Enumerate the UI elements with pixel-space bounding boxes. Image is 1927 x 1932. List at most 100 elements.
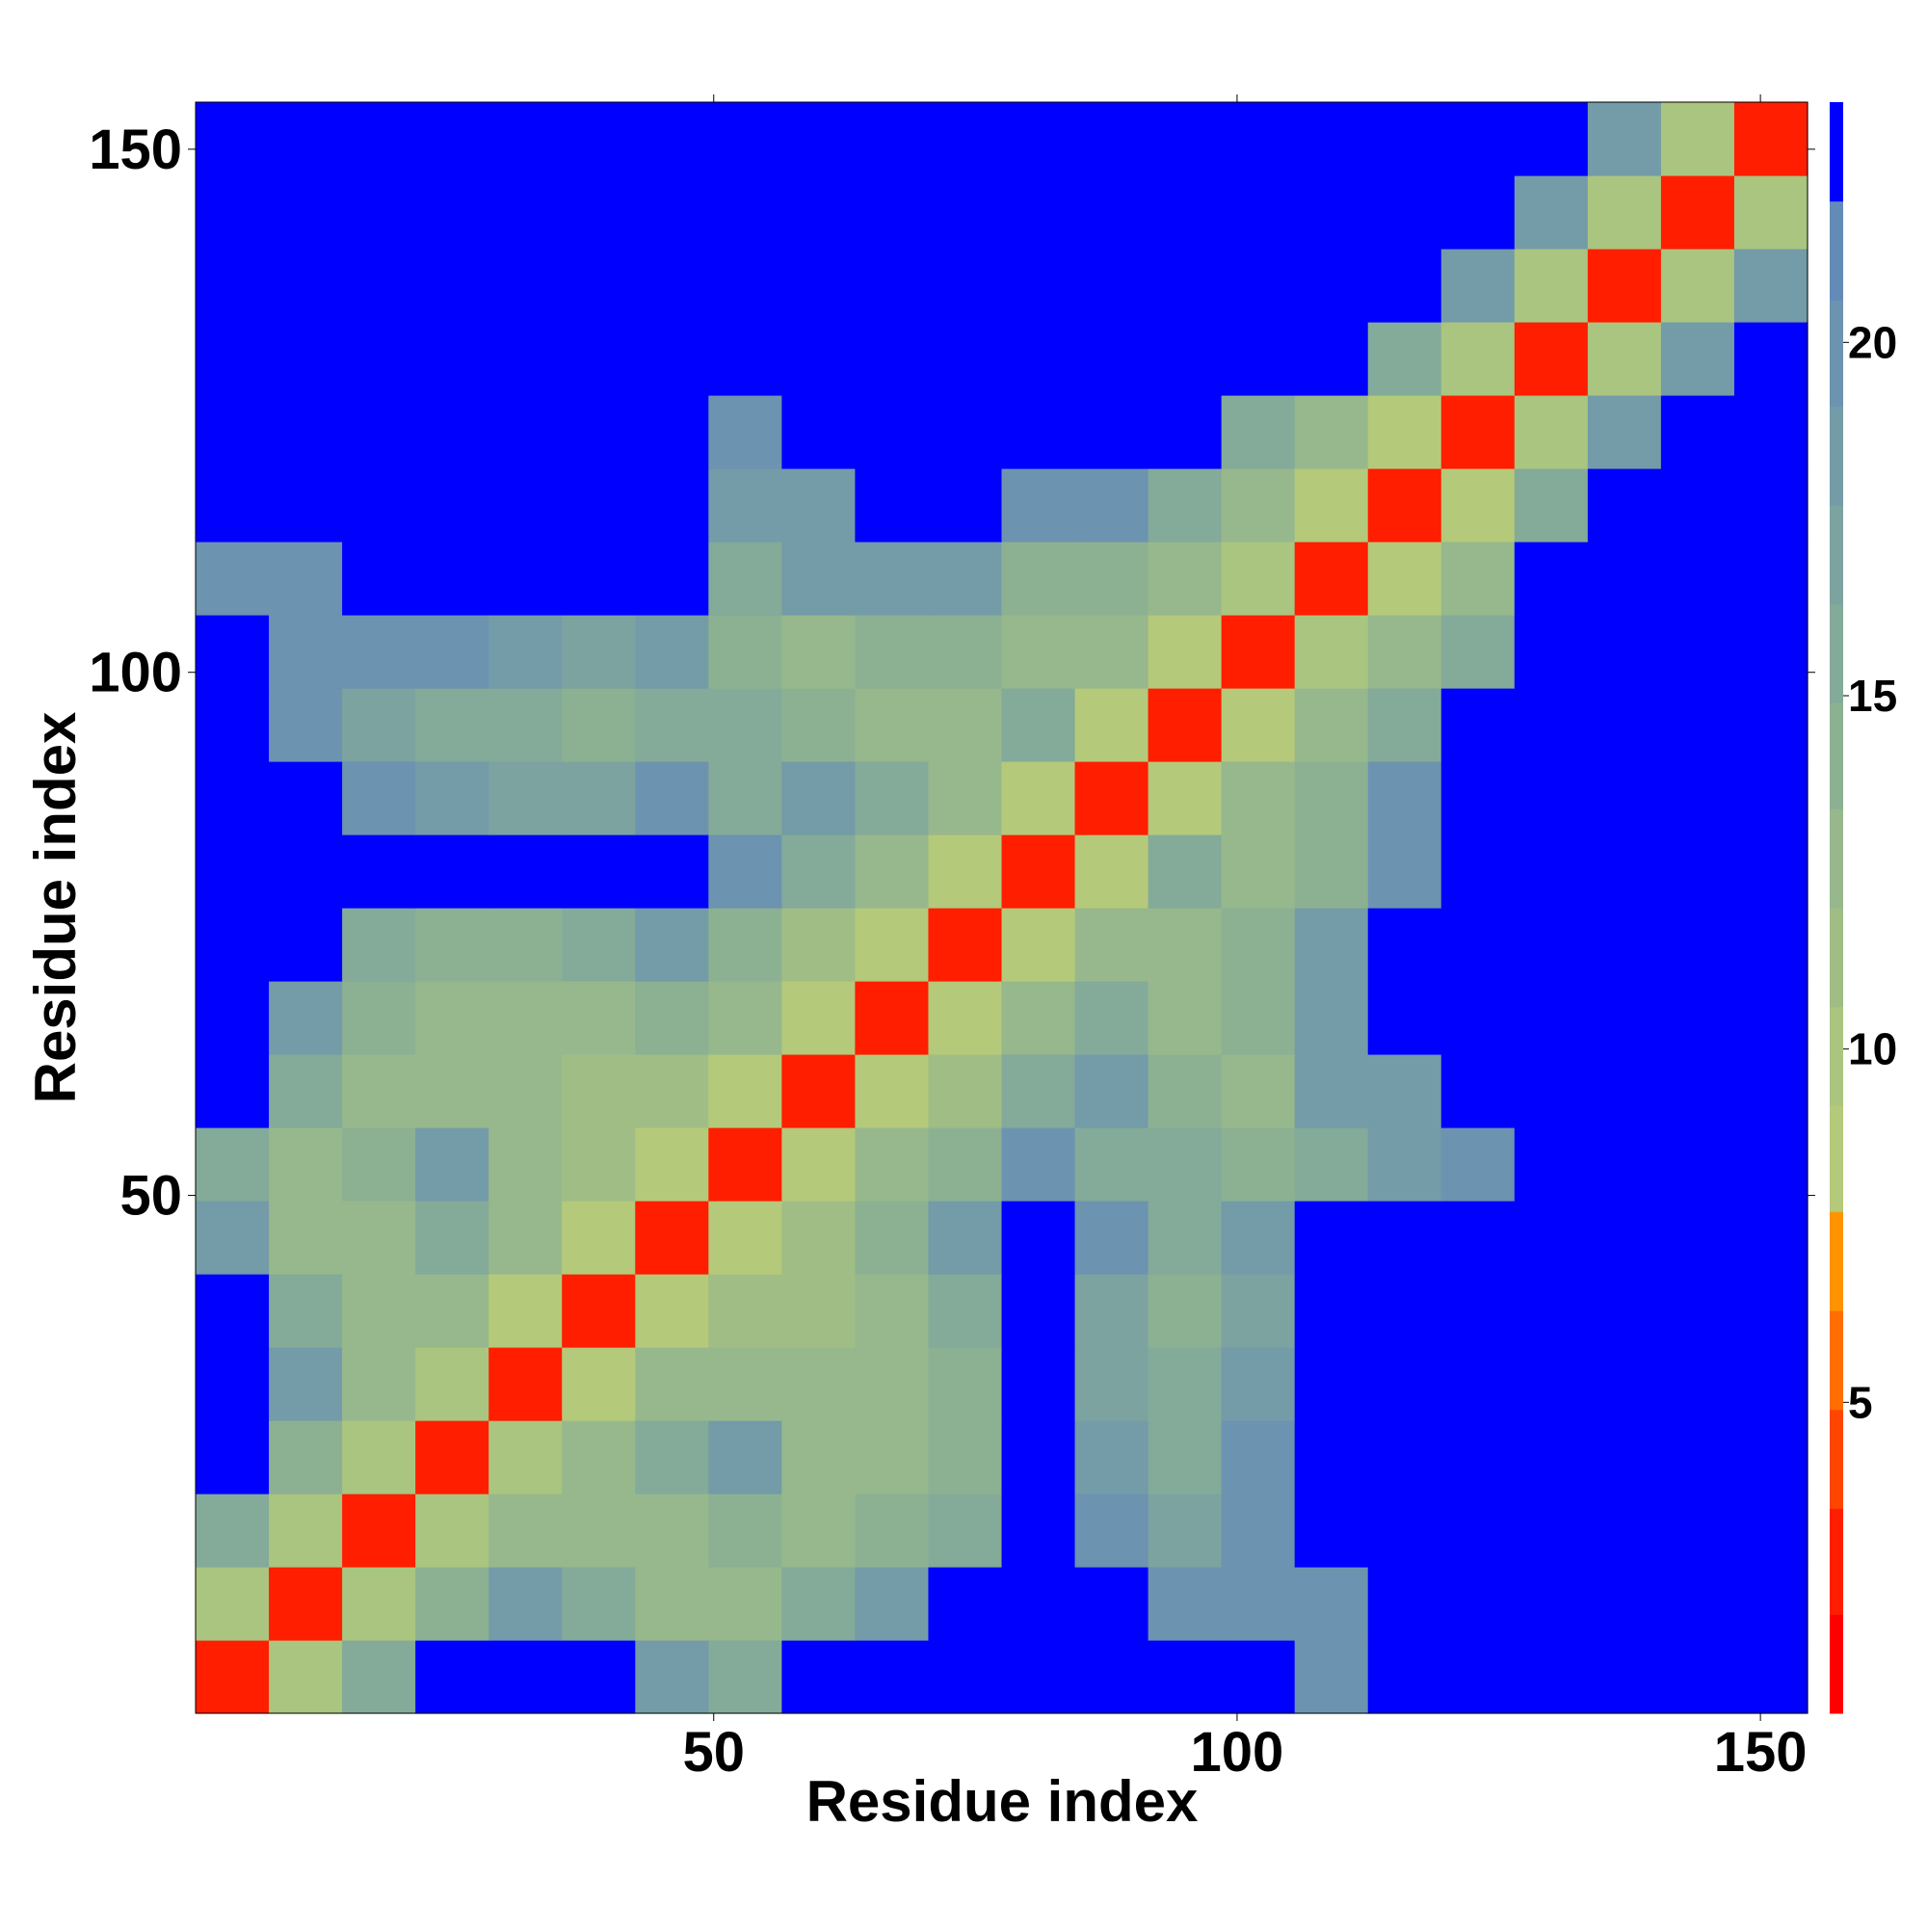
heatmap-cell bbox=[1074, 1127, 1149, 1202]
heatmap-cell bbox=[928, 395, 1003, 469]
heatmap-cell bbox=[415, 615, 489, 689]
heatmap-cell bbox=[196, 542, 270, 616]
heatmap-cell bbox=[562, 1127, 636, 1202]
heatmap-cell bbox=[1440, 1640, 1516, 1714]
colorbar-segment bbox=[1830, 300, 1843, 407]
heatmap-cell bbox=[855, 1420, 930, 1495]
heatmap-cell bbox=[415, 1054, 489, 1128]
heatmap-cell bbox=[1440, 1494, 1516, 1568]
heatmap-cell bbox=[1001, 908, 1076, 982]
heatmap-cell bbox=[269, 1347, 343, 1421]
heatmap-cell bbox=[1660, 761, 1735, 835]
heatmap-cell bbox=[855, 615, 930, 689]
heatmap-cell bbox=[1514, 1201, 1589, 1275]
heatmap-cell bbox=[928, 1274, 1003, 1348]
heatmap-cell bbox=[1440, 834, 1516, 909]
heatmap-cell bbox=[1587, 981, 1662, 1055]
heatmap-cell bbox=[1733, 468, 1808, 543]
heatmap-cell bbox=[1660, 908, 1735, 982]
heatmap-cell bbox=[1587, 175, 1662, 250]
heatmap-cell bbox=[1587, 1567, 1662, 1641]
heatmap-cell bbox=[1294, 761, 1369, 835]
heatmap-cell bbox=[781, 249, 857, 323]
heatmap-cell bbox=[781, 1054, 857, 1128]
heatmap-cell bbox=[562, 1347, 636, 1421]
heatmap-cell bbox=[635, 542, 709, 616]
heatmap-cell bbox=[928, 542, 1003, 616]
heatmap-cell bbox=[928, 761, 1003, 835]
heatmap-cell bbox=[1733, 1127, 1808, 1202]
heatmap-cell bbox=[635, 1127, 709, 1202]
x-axis-label: Residue index bbox=[806, 1769, 1199, 1834]
heatmap-cell bbox=[196, 249, 270, 323]
heatmap-cell bbox=[635, 1201, 709, 1275]
heatmap-cell bbox=[342, 542, 416, 616]
heatmap-cell bbox=[1587, 468, 1662, 543]
heatmap-cell bbox=[1514, 1127, 1589, 1202]
colorbar-segment bbox=[1830, 1211, 1843, 1311]
heatmap-cell bbox=[1660, 1494, 1735, 1568]
heatmap-cell bbox=[1221, 542, 1296, 616]
heatmap-cell bbox=[1367, 1201, 1442, 1275]
heatmap-cell bbox=[855, 1127, 930, 1202]
heatmap-cell bbox=[635, 615, 709, 689]
heatmap-cell bbox=[1660, 542, 1735, 616]
heatmap-cell bbox=[1514, 1274, 1589, 1348]
heatmap-cell bbox=[1367, 1054, 1442, 1128]
heatmap-cell bbox=[635, 981, 709, 1055]
heatmap-cell bbox=[196, 688, 270, 762]
heatmap-cell bbox=[1074, 322, 1149, 396]
heatmap-cell bbox=[269, 1567, 343, 1641]
heatmap-cell bbox=[1001, 322, 1076, 396]
y-tick-label: 50 bbox=[119, 1165, 182, 1228]
heatmap-cell bbox=[1001, 1274, 1076, 1348]
heatmap-cell bbox=[1221, 1494, 1296, 1568]
heatmap-cell bbox=[562, 908, 636, 982]
heatmap-cell bbox=[1587, 249, 1662, 323]
heatmap-cell bbox=[1660, 1567, 1735, 1641]
heatmap-cell bbox=[1440, 1127, 1516, 1202]
heatmap-cell bbox=[196, 1274, 270, 1348]
heatmap-cell bbox=[488, 1274, 563, 1348]
heatmap-cell bbox=[415, 688, 489, 762]
colorbar-segment bbox=[1830, 406, 1843, 506]
colorbar-tick-label: 20 bbox=[1848, 317, 1897, 367]
heatmap-cell bbox=[1001, 102, 1076, 176]
heatmap-cell bbox=[635, 834, 709, 909]
y-axis-label: Residue index bbox=[23, 712, 88, 1104]
heatmap-cell bbox=[1733, 1494, 1808, 1568]
colorbar-segment bbox=[1830, 908, 1843, 1008]
heatmap-cell bbox=[1148, 1274, 1223, 1348]
heatmap-cell bbox=[781, 542, 857, 616]
heatmap-cell bbox=[855, 175, 930, 250]
heatmap-cell bbox=[562, 688, 636, 762]
heatmap-cell bbox=[1733, 102, 1808, 176]
heatmap-cell bbox=[342, 468, 416, 543]
colorbar-segment bbox=[1830, 505, 1843, 605]
heatmap-cell bbox=[635, 395, 709, 469]
heatmap-cell bbox=[415, 1494, 489, 1568]
heatmap-cell bbox=[1074, 1567, 1149, 1641]
heatmap-cell bbox=[1221, 1127, 1296, 1202]
heatmap-cell bbox=[488, 981, 563, 1055]
heatmap-cell bbox=[1294, 102, 1369, 176]
heatmap-cell bbox=[855, 1274, 930, 1348]
heatmap-cell bbox=[488, 1201, 563, 1275]
x-tick-label: 50 bbox=[682, 1721, 745, 1784]
heatmap-cell bbox=[488, 615, 563, 689]
heatmap-cell bbox=[1367, 1567, 1442, 1641]
heatmap-cell bbox=[1221, 1274, 1296, 1348]
heatmap-cell bbox=[1001, 1567, 1076, 1641]
heatmap-cell bbox=[488, 175, 563, 250]
heatmap-cell bbox=[342, 1201, 416, 1275]
heatmap-cell bbox=[1001, 615, 1076, 689]
heatmap-cell bbox=[781, 688, 857, 762]
heatmap-cell bbox=[342, 834, 416, 909]
heatmap-cell bbox=[415, 1567, 489, 1641]
heatmap-cell bbox=[1514, 102, 1589, 176]
heatmap-cell bbox=[1440, 1347, 1516, 1421]
heatmap-cell bbox=[928, 1201, 1003, 1275]
heatmap-cell bbox=[855, 249, 930, 323]
heatmap-cell bbox=[781, 981, 857, 1055]
heatmap-cell bbox=[855, 834, 930, 909]
